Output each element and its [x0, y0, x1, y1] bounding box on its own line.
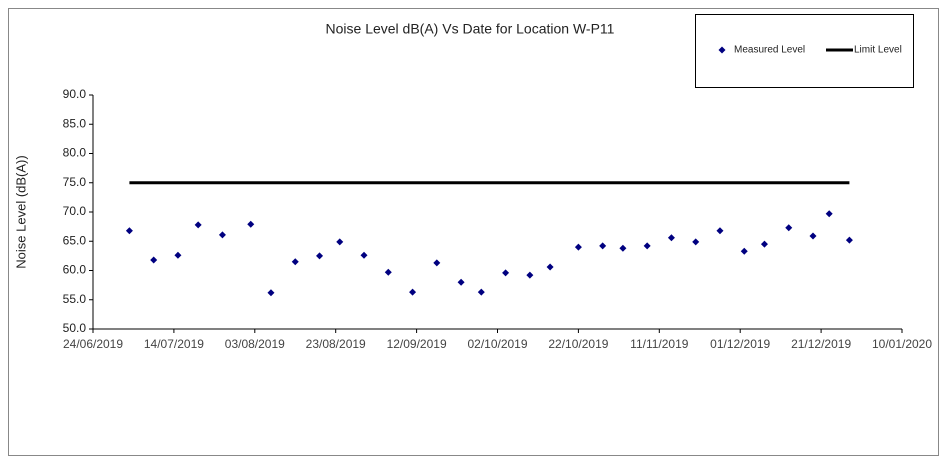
data-point: [291, 258, 299, 266]
y-axis-label: Noise Level (dB(A)): [13, 155, 28, 268]
data-point: [384, 268, 392, 276]
data-point: [267, 289, 275, 297]
data-point: [574, 243, 582, 251]
data-point: [845, 236, 853, 244]
x-tick-label: 14/07/2019: [144, 337, 204, 351]
x-tick-label: 02/10/2019: [467, 337, 527, 351]
data-point: [174, 251, 182, 259]
legend-swatch: [718, 46, 726, 54]
legend-box: [695, 14, 914, 88]
data-point: [409, 288, 417, 296]
data-point: [667, 234, 675, 242]
data-point: [526, 271, 534, 279]
y-tick-label: 90.0: [63, 87, 87, 101]
y-tick-label: 75.0: [63, 175, 87, 189]
data-point: [599, 242, 607, 250]
legend-label: Limit Level: [854, 45, 902, 56]
data-point: [643, 242, 651, 250]
x-tick-label: 01/12/2019: [710, 337, 770, 351]
x-tick-label: 23/08/2019: [306, 337, 366, 351]
x-tick-label: 10/01/2020: [872, 337, 932, 351]
data-point: [433, 259, 441, 267]
data-point: [760, 240, 768, 248]
data-point: [692, 238, 700, 246]
data-point: [740, 247, 748, 255]
data-point: [457, 278, 465, 286]
data-point: [360, 251, 368, 259]
data-point: [619, 244, 627, 252]
y-tick-label: 70.0: [63, 204, 87, 218]
y-tick-label: 65.0: [63, 233, 87, 247]
data-point: [809, 232, 817, 240]
chart-title: Noise Level dB(A) Vs Date for Location W…: [326, 21, 615, 37]
data-point: [150, 256, 158, 264]
data-point: [125, 227, 133, 235]
data-point: [194, 221, 202, 229]
y-tick-label: 55.0: [63, 292, 87, 306]
data-point: [716, 227, 724, 235]
data-point: [785, 224, 793, 232]
y-tick-label: 80.0: [63, 146, 87, 160]
y-tick-label: 60.0: [63, 263, 87, 277]
data-point: [825, 210, 833, 218]
data-point: [502, 269, 510, 277]
legend-label: Measured Level: [734, 45, 805, 56]
data-point: [247, 220, 255, 228]
data-point: [218, 231, 226, 239]
x-tick-label: 12/09/2019: [387, 337, 447, 351]
x-tick-label: 11/11/2019: [630, 337, 689, 351]
x-tick-label: 21/12/2019: [791, 337, 851, 351]
data-point: [336, 238, 344, 246]
data-point: [546, 263, 554, 271]
x-tick-label: 22/10/2019: [548, 337, 608, 351]
data-point: [477, 288, 485, 296]
y-tick-label: 50.0: [63, 321, 87, 335]
y-tick-label: 85.0: [63, 116, 87, 130]
data-point: [316, 252, 324, 260]
x-tick-label: 03/08/2019: [225, 337, 285, 351]
x-tick-label: 24/06/2019: [63, 337, 123, 351]
